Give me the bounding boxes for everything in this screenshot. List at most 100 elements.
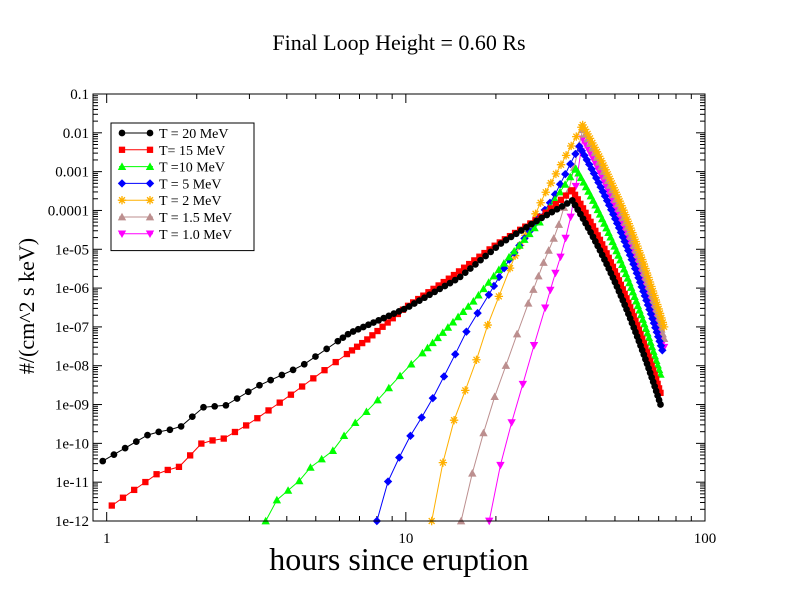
- data-point: [615, 277, 623, 284]
- data-point: [421, 294, 428, 302]
- data-point: [551, 269, 560, 278]
- x-tick-label: 10: [398, 531, 413, 547]
- data-point: [187, 452, 194, 459]
- y-tick-label: 0.0001: [48, 203, 89, 219]
- data-point: [466, 260, 473, 268]
- data-point: [655, 385, 663, 392]
- data-point: [440, 278, 447, 286]
- data-point: [375, 316, 382, 324]
- data-point: [451, 276, 459, 284]
- data-point: [618, 232, 627, 242]
- data-point: [144, 431, 151, 439]
- data-point: [108, 502, 115, 509]
- series-0: [99, 197, 664, 465]
- data-point: [654, 365, 664, 374]
- data-point: [298, 383, 306, 390]
- data-point: [572, 132, 581, 141]
- data-point: [418, 348, 427, 357]
- data-point: [343, 350, 351, 358]
- data-point: [317, 454, 326, 463]
- data-point: [384, 383, 394, 392]
- data-point: [145, 230, 155, 238]
- data-point: [651, 295, 660, 305]
- data-point: [200, 403, 207, 411]
- x-axis-label: hours since eruption: [269, 541, 529, 577]
- data-point: [380, 314, 388, 322]
- data-point: [617, 201, 626, 210]
- data-point: [166, 426, 174, 434]
- data-point: [142, 478, 149, 486]
- data-point: [379, 323, 386, 330]
- data-point: [231, 428, 239, 436]
- data-point: [631, 237, 640, 246]
- data-point: [348, 347, 356, 354]
- data-point: [560, 180, 570, 188]
- data-point: [609, 210, 618, 219]
- legend-label: T = 2 MeV: [159, 194, 221, 209]
- data-point: [244, 388, 252, 396]
- data-point: [416, 297, 423, 304]
- data-point: [525, 229, 534, 238]
- data-point: [256, 381, 263, 389]
- data-point: [594, 232, 601, 239]
- data-point: [407, 359, 416, 368]
- data-point: [627, 304, 634, 311]
- data-point: [164, 466, 171, 474]
- data-point: [443, 323, 453, 331]
- data-point: [145, 196, 155, 205]
- data-point: [588, 138, 597, 148]
- data-point: [153, 471, 160, 478]
- data-point: [647, 282, 656, 291]
- data-point: [520, 235, 529, 243]
- data-point: [556, 253, 565, 262]
- data-point: [622, 214, 632, 224]
- data-point: [512, 329, 522, 338]
- data-point: [448, 317, 458, 326]
- data-point: [267, 376, 275, 384]
- series-layer: [99, 120, 669, 526]
- data-point: [575, 142, 584, 151]
- data-point: [652, 356, 661, 364]
- data-point: [479, 428, 488, 437]
- data-point: [644, 273, 653, 282]
- plot-frame: [92, 93, 706, 522]
- data-point: [642, 268, 652, 278]
- data-point: [504, 252, 514, 261]
- data-point: [653, 360, 662, 369]
- data-point: [117, 230, 127, 238]
- data-point: [118, 129, 126, 137]
- data-point: [625, 250, 635, 260]
- data-point: [468, 469, 477, 477]
- data-point: [621, 210, 630, 219]
- data-point: [490, 392, 499, 401]
- series-3: [372, 142, 667, 526]
- data-point: [530, 223, 539, 232]
- data-point: [400, 305, 408, 313]
- data-point: [612, 219, 622, 228]
- data-point: [605, 254, 612, 261]
- data-point: [438, 328, 448, 336]
- data-point: [472, 355, 481, 364]
- data-point: [639, 259, 648, 269]
- data-point: [571, 182, 580, 191]
- data-point: [295, 476, 304, 485]
- data-point: [278, 371, 286, 379]
- data-point: [634, 246, 644, 255]
- data-point: [220, 435, 227, 442]
- data-point: [545, 198, 555, 207]
- data-point: [441, 282, 449, 290]
- data-point: [653, 300, 662, 309]
- data-point: [502, 236, 510, 244]
- data-point: [602, 196, 612, 205]
- data-point: [613, 192, 622, 201]
- data-point: [649, 347, 658, 355]
- y-tick-label: 0.01: [63, 126, 89, 142]
- data-point: [607, 179, 617, 188]
- data-point: [410, 300, 418, 307]
- data-point: [599, 161, 608, 170]
- data-point: [636, 250, 645, 260]
- data-point: [494, 265, 504, 274]
- data-point: [657, 401, 664, 408]
- legend-label: T = 1.5 MeV: [159, 211, 232, 226]
- data-point: [584, 214, 592, 221]
